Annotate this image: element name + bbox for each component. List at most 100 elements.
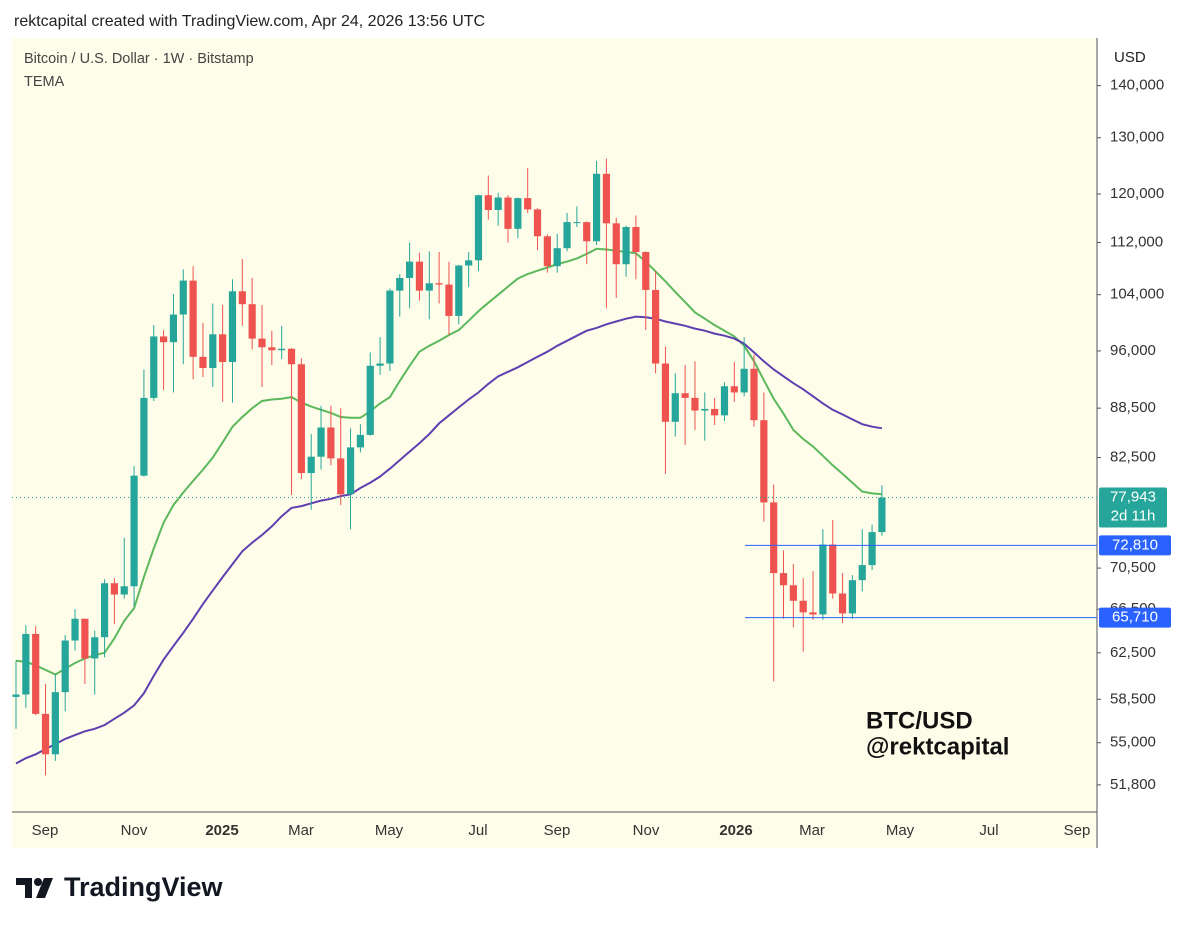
x-tick-label: Mar	[288, 822, 314, 839]
x-tick-label: Nov	[121, 822, 148, 839]
candle-body	[278, 348, 286, 351]
candle	[533, 208, 542, 251]
candle	[829, 519, 837, 599]
candle-body	[553, 248, 561, 267]
annotation: @rektcapital	[866, 733, 1009, 760]
candle	[199, 322, 207, 378]
candle-body	[406, 261, 414, 278]
candle	[268, 330, 276, 366]
candle-body	[524, 198, 532, 210]
plot-background	[12, 38, 1097, 812]
x-axis-background	[12, 812, 1097, 848]
candle	[671, 373, 679, 437]
candle	[22, 625, 30, 708]
candle-body	[848, 580, 856, 614]
candle-body	[504, 197, 512, 229]
candle	[238, 259, 246, 326]
indicator-name: TEMA	[24, 74, 65, 90]
caption: rektcapital created with TradingView.com…	[14, 13, 485, 30]
candle-body	[396, 277, 404, 291]
y-tick-label: 88,500	[1110, 399, 1156, 416]
candle	[868, 524, 876, 571]
candle	[514, 197, 522, 239]
candle-body	[150, 336, 158, 398]
x-tick-label: 2026	[719, 822, 752, 839]
candle	[337, 408, 345, 506]
y-tick-label: 82,500	[1110, 449, 1156, 466]
x-tick-label: May	[375, 822, 404, 839]
candle-body	[563, 222, 571, 249]
candle-body	[32, 633, 40, 714]
candle	[12, 660, 20, 729]
candle	[346, 428, 355, 530]
candle-body	[140, 397, 148, 476]
candle-body	[110, 583, 118, 595]
candle-body	[307, 456, 315, 474]
candle-body	[652, 289, 660, 364]
candle	[228, 279, 237, 403]
candle	[445, 261, 453, 336]
candle	[770, 484, 778, 682]
brand-logo	[16, 878, 53, 898]
candle-body	[543, 236, 551, 267]
candle-body	[337, 458, 345, 495]
candle-body	[297, 364, 305, 474]
candle-body	[779, 573, 788, 586]
candle-body	[435, 283, 443, 285]
candle-body	[61, 640, 69, 693]
candle	[179, 269, 187, 365]
candle-body	[100, 583, 109, 638]
candle-body	[632, 227, 640, 253]
candle	[51, 674, 59, 761]
candle-body	[425, 283, 433, 291]
candle	[711, 397, 719, 426]
candle	[543, 234, 551, 273]
candle	[819, 529, 827, 620]
candle	[720, 382, 729, 421]
candle	[661, 346, 670, 474]
candle-body	[130, 475, 138, 587]
candle	[681, 365, 689, 445]
candle	[415, 252, 424, 301]
candle	[317, 405, 325, 470]
candle-body	[573, 222, 581, 224]
candle	[356, 424, 364, 453]
last-price-label: 77,943	[1110, 488, 1156, 505]
y-tick-label: 112,000	[1110, 233, 1163, 250]
candle	[504, 195, 512, 243]
candle-body	[661, 363, 670, 422]
candle-body	[868, 532, 876, 566]
candle-body	[809, 612, 817, 615]
candle	[602, 158, 610, 309]
candle	[652, 271, 660, 374]
candle-body	[691, 397, 699, 411]
candle	[474, 194, 483, 272]
candle-body	[199, 356, 207, 369]
annotation: BTC/USD	[866, 707, 973, 734]
candle-body	[287, 348, 296, 365]
candle	[848, 575, 856, 619]
candle	[494, 192, 502, 226]
candle	[799, 578, 807, 652]
candle-body	[189, 280, 197, 357]
candle-body	[120, 586, 128, 595]
currency-label: USD	[1114, 49, 1146, 66]
candle-body	[317, 427, 325, 457]
candle	[553, 233, 561, 273]
candle-body	[22, 633, 30, 695]
candle-body	[484, 195, 492, 211]
candle	[838, 573, 847, 624]
candle	[632, 215, 640, 280]
candle	[307, 434, 315, 510]
candle	[219, 304, 227, 402]
y-tick-label: 62,500	[1110, 644, 1156, 661]
candle	[406, 242, 414, 309]
candle-body	[858, 565, 866, 581]
candle	[150, 325, 158, 402]
y-tick-label: 140,000	[1110, 77, 1164, 94]
candle-body	[219, 334, 227, 363]
candle-body	[789, 585, 797, 601]
candle	[278, 325, 286, 360]
x-tick-label: Mar	[799, 822, 825, 839]
level-tag	[1099, 535, 1171, 556]
